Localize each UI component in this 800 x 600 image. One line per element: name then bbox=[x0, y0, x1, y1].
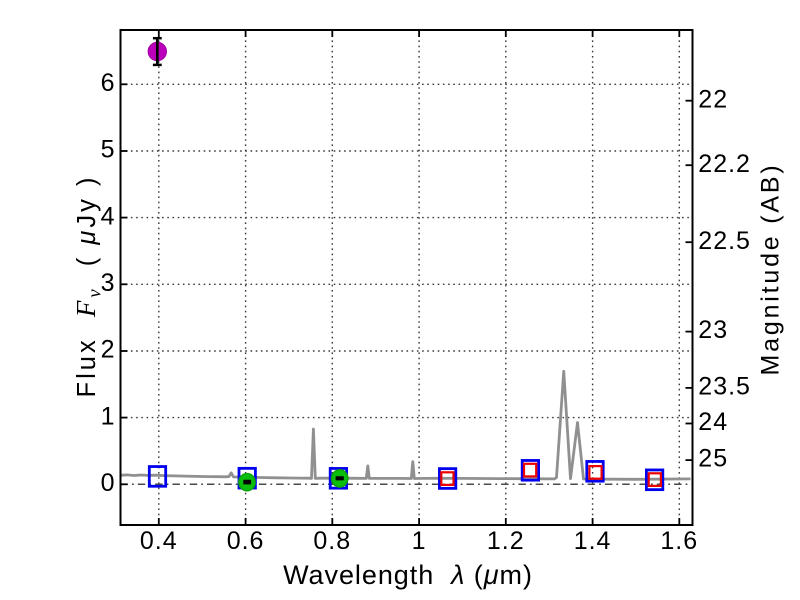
svg-text:Flux Fν ( μJy ): Flux Fν ( μJy ) bbox=[71, 175, 106, 398]
svg-text:22.2: 22.2 bbox=[698, 150, 751, 178]
svg-text:22: 22 bbox=[698, 85, 728, 113]
svg-text:0.4: 0.4 bbox=[140, 527, 178, 555]
svg-text:Wavelength λ (μm): Wavelength λ (μm) bbox=[283, 560, 533, 590]
svg-text:25: 25 bbox=[698, 445, 728, 473]
svg-text:1.4: 1.4 bbox=[574, 527, 612, 555]
svg-text:3: 3 bbox=[101, 269, 116, 297]
svg-text:5: 5 bbox=[101, 136, 116, 164]
svg-text:Magnitude (AB): Magnitude (AB) bbox=[757, 163, 785, 376]
svg-text:2: 2 bbox=[101, 336, 116, 364]
svg-text:22.5: 22.5 bbox=[698, 227, 751, 255]
svg-text:1: 1 bbox=[101, 402, 116, 430]
svg-text:1.2: 1.2 bbox=[487, 527, 525, 555]
svg-text:1: 1 bbox=[412, 527, 427, 555]
svg-text:23.5: 23.5 bbox=[698, 373, 751, 401]
svg-text:4: 4 bbox=[101, 202, 116, 230]
svg-text:24: 24 bbox=[698, 408, 728, 436]
svg-text:23: 23 bbox=[698, 316, 728, 344]
svg-text:0: 0 bbox=[101, 469, 116, 497]
svg-text:6: 6 bbox=[101, 69, 116, 97]
svg-text:0.8: 0.8 bbox=[313, 527, 351, 555]
svg-text:0.6: 0.6 bbox=[227, 527, 265, 555]
svg-text:1.6: 1.6 bbox=[660, 527, 698, 555]
